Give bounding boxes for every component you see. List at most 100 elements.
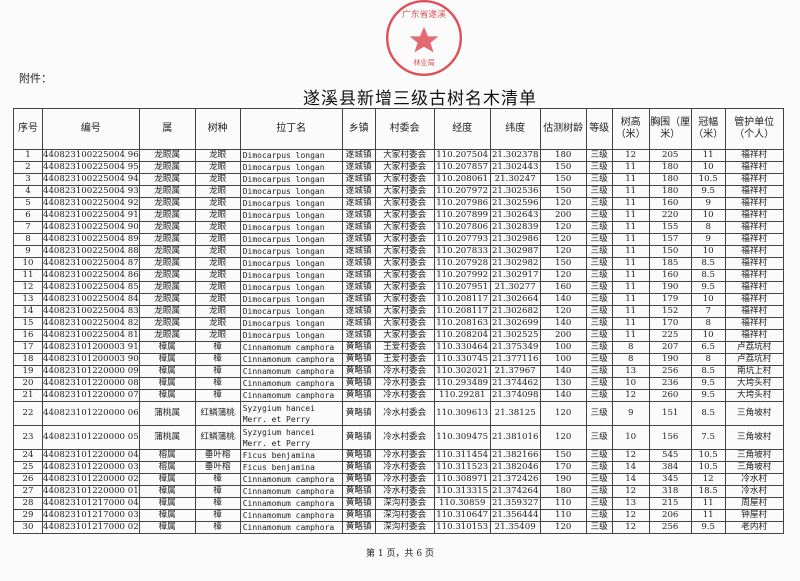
cell-latitude: 21.374264 — [489, 485, 541, 498]
cell-crown-width: 9 — [690, 197, 726, 210]
cell-village-committee: 大家村委会 — [374, 317, 435, 330]
cell-latin-name: Dimocarpus longan — [239, 233, 343, 246]
cell-estimated-age: 120 — [539, 221, 587, 234]
cell-seq: 30 — [13, 521, 43, 534]
cell-estimated-age: 120 — [539, 245, 587, 258]
column-header-girth: 胸围（厘米） — [648, 108, 692, 150]
column-header-seq: 序号 — [13, 108, 43, 150]
column-header-species: 树种 — [194, 108, 241, 150]
cell-latitude: 21.382046 — [489, 461, 541, 474]
cell-village-committee: 大家村委会 — [374, 245, 435, 258]
cell-seq: 19 — [13, 365, 43, 378]
cell-village-committee: 王爱村委会 — [374, 353, 435, 366]
cell-grade: 三级 — [585, 269, 613, 282]
cell-town: 遂城镇 — [341, 317, 376, 330]
cell-latitude: 21.30277 — [489, 281, 541, 294]
cell-grade: 三级 — [585, 173, 613, 186]
table-row: 15 440823100225004 82 龙眼属 龙眼 Dimocarpus long… — [13, 317, 784, 330]
cell-id: 440823101200003 91 — [42, 341, 140, 354]
cell-crown-width: 8.5 — [690, 269, 726, 282]
cell-seq: 16 — [13, 329, 43, 342]
svg-text:广东省遂溪: 广东省遂溪 — [402, 8, 446, 20]
cell-height: 11 — [611, 221, 650, 234]
cell-height: 11 — [611, 305, 650, 318]
cell-species: 樟 — [194, 473, 241, 486]
cell-latin-name: Dimocarpus longan — [239, 245, 343, 258]
cell-town: 遂城镇 — [341, 221, 376, 234]
cell-estimated-age: 150 — [539, 161, 587, 174]
cell-longitude: 110.29281 — [433, 389, 491, 402]
cell-girth: 160 — [648, 197, 692, 210]
cell-girth: 205 — [648, 149, 692, 162]
cell-genus: 樟属 — [138, 497, 196, 510]
cell-town: 黄略镇 — [341, 401, 376, 426]
cell-girth: 220 — [648, 209, 692, 222]
cell-latin-name: Dimocarpus longan — [239, 257, 343, 270]
cell-latitude: 21.302525 — [489, 329, 541, 342]
cell-latitude: 21.302596 — [489, 197, 541, 210]
cell-latin-name: Syzygium hancei Merr. et Perry — [239, 401, 343, 426]
table-row: 19 440823101220000 09 樟属樟 Cinnamomum campho… — [13, 365, 784, 378]
cell-grade: 三级 — [585, 197, 613, 210]
cell-grade: 三级 — [585, 509, 613, 522]
cell-town: 黄略镇 — [341, 449, 376, 462]
column-header-longitude: 经度 — [433, 108, 491, 150]
cell-estimated-age: 120 — [539, 197, 587, 210]
cell-id: 440823100225004 93 — [42, 185, 140, 198]
cell-species: 樟 — [194, 485, 241, 498]
cell-seq: 29 — [13, 509, 43, 522]
cell-height: 11 — [611, 197, 650, 210]
cell-estimated-age: 120 — [539, 425, 587, 450]
cell-latitude: 21.375349 — [489, 341, 541, 354]
cell-latin-name: Cinnamomum camphora — [239, 473, 343, 486]
cell-height: 11 — [611, 257, 650, 270]
cell-genus: 榕属 — [138, 461, 196, 474]
cell-latitude: 21.302917 — [489, 269, 541, 282]
cell-species: 樟 — [194, 365, 241, 378]
cell-seq: 22 — [13, 401, 43, 426]
cell-estimated-age: 110 — [539, 497, 587, 510]
cell-estimated-age: 190 — [539, 473, 587, 486]
table-row: 14 440823100225004 83 龙眼属 龙眼 Dimocarpus long… — [13, 305, 784, 318]
cell-grade: 三级 — [585, 221, 613, 234]
cell-id: 440823100225004 81 — [42, 329, 140, 342]
cell-genus: 榕属 — [138, 449, 196, 462]
cell-custodian: 周屋村 — [724, 497, 784, 510]
cell-id: 440823100225004 90 — [42, 221, 140, 234]
cell-custodian: 福祥村 — [724, 161, 784, 174]
table-row: 10 440823100225004 87 龙眼属 龙眼 Dimocarpus long… — [13, 257, 784, 270]
cell-genus: 龙眼属 — [138, 317, 196, 330]
cell-latitude: 21.302982 — [489, 257, 541, 270]
cell-height: 11 — [611, 281, 650, 294]
cell-girth: 236 — [648, 377, 692, 390]
cell-seq: 7 — [13, 221, 43, 234]
cell-latitude: 21.302643 — [489, 209, 541, 222]
column-header-town: 乡镇 — [341, 108, 376, 150]
table-row: 2 440823100225004 95 龙眼属 龙眼 Dimocarpus longa… — [13, 161, 784, 174]
column-header-estimated-age: 估测树龄 — [539, 108, 587, 150]
cell-id: 440823101220000 01 — [42, 485, 140, 498]
cell-seq: 12 — [13, 281, 43, 294]
cell-grade: 三级 — [585, 449, 613, 462]
cell-crown-width: 10.5 — [690, 449, 726, 462]
cell-girth: 179 — [648, 293, 692, 306]
cell-latitude: 21.374462 — [489, 377, 541, 390]
cell-seq: 2 — [13, 161, 43, 174]
cell-id: 440823100225004 96 — [42, 149, 140, 162]
cell-village-committee: 冷水村委会 — [374, 365, 435, 378]
cell-estimated-age: 140 — [539, 389, 587, 402]
cell-estimated-age: 180 — [539, 149, 587, 162]
cell-crown-width: 9.5 — [690, 377, 726, 390]
cell-id: 440823100225004 91 — [42, 209, 140, 222]
cell-species: 樟 — [194, 341, 241, 354]
cell-custodian: 南坑上村 — [724, 365, 784, 378]
cell-girth: 225 — [648, 329, 692, 342]
cell-genus: 龙眼属 — [138, 245, 196, 258]
cell-species: 红鳞蒲桃 — [194, 401, 241, 426]
cell-girth: 151 — [648, 401, 692, 426]
cell-crown-width: 8 — [690, 221, 726, 234]
cell-girth: 206 — [648, 509, 692, 522]
cell-girth: 180 — [648, 185, 692, 198]
cell-seq: 1 — [13, 149, 43, 162]
table-row: 12 440823100225004 85 龙眼属 龙眼 Dimocarpus long… — [13, 281, 784, 294]
